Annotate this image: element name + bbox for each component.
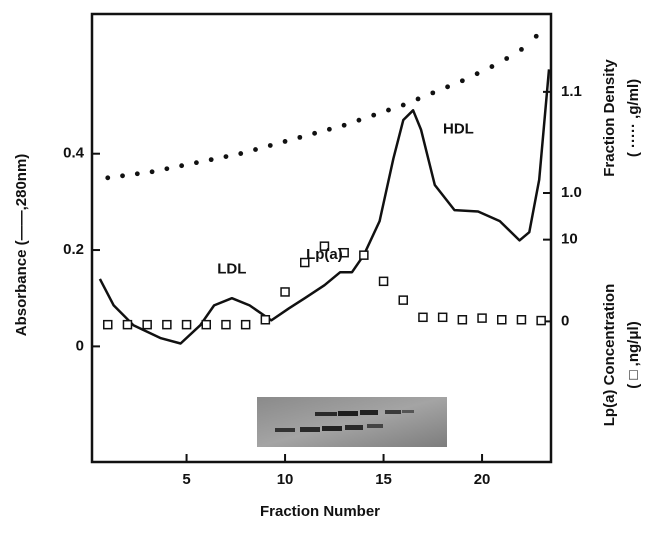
density-dot: [341, 122, 347, 128]
density-dot: [474, 71, 480, 77]
density-dot: [223, 154, 229, 159]
density-dot: [504, 56, 510, 61]
density-dot: [312, 130, 318, 136]
concentration-square: [260, 315, 271, 325]
density-dot: [297, 134, 303, 140]
plot-frame: [90, 12, 553, 464]
concentration-square: [378, 276, 389, 287]
gel-inset: [257, 397, 447, 447]
density-dot: [164, 166, 170, 172]
peak-annotation: LDL: [217, 260, 246, 277]
peak-annotation: Lp(a): [306, 246, 343, 263]
density-dot: [267, 143, 273, 148]
density-dot: [134, 171, 140, 177]
concentration-square: [497, 315, 507, 325]
concentration-square: [418, 312, 428, 323]
concentration-square: [516, 315, 527, 325]
y2-axis-label: Fraction Density: [601, 59, 618, 177]
x-tick-label: 5: [182, 471, 190, 488]
concentration-square: [240, 319, 251, 330]
density-dot: [400, 102, 406, 108]
concentration-square: [398, 295, 409, 305]
density-dot: [179, 163, 185, 169]
y2-tick-label: 1.1: [561, 83, 582, 100]
density-dot: [459, 78, 465, 84]
concentration-square: [201, 319, 212, 330]
concentration-square: [319, 241, 330, 251]
x-tick-label: 15: [375, 471, 392, 488]
y3-tick-label: 10: [561, 231, 578, 248]
density-dot: [519, 46, 524, 52]
concentration-square: [142, 319, 152, 330]
density-dot: [149, 169, 155, 175]
density-dot: [253, 147, 258, 152]
absorbance-line: [98, 69, 551, 345]
density-dot: [194, 160, 199, 166]
density-dot: [430, 90, 436, 96]
concentration-square: [280, 287, 290, 297]
concentration-square: [457, 315, 468, 325]
concentration-square: [477, 313, 487, 323]
density-dot: [371, 112, 377, 118]
peak-annotation: HDL: [443, 121, 474, 138]
y2-axis-label: ( ····· ,g/ml): [625, 79, 642, 157]
concentration-square: [221, 319, 231, 330]
y3-tick-label: 0: [561, 312, 569, 329]
density-dot: [386, 107, 391, 113]
density-dot: [282, 139, 288, 144]
y3-axis-label: Lp(a) Concentration: [601, 284, 618, 427]
x-tick-label: 10: [277, 471, 294, 488]
concentration-square: [339, 247, 349, 258]
y-axis-label: Absorbance (——,280nm): [13, 154, 30, 337]
density-dot: [120, 173, 125, 179]
concentration-square: [181, 319, 192, 330]
y2-tick-label: 1.0: [561, 184, 582, 201]
density-dot: [533, 33, 539, 39]
y-tick-label: 0.2: [63, 241, 84, 258]
density-dot: [326, 126, 332, 132]
x-axis-label: Fraction Number: [260, 503, 380, 520]
x-tick-label: 20: [474, 471, 491, 488]
concentration-square: [300, 257, 310, 268]
concentration-square: [536, 315, 546, 326]
concentration-square: [437, 312, 448, 323]
concentration-square: [122, 319, 133, 330]
y3-axis-label: ( □ ,ng/μl): [625, 321, 642, 388]
concentration-square: [162, 319, 172, 330]
density-dot: [489, 64, 495, 69]
y-tick-label: 0: [76, 337, 84, 354]
density-dot: [356, 117, 362, 123]
density-dot: [105, 175, 111, 181]
density-dot: [208, 157, 214, 163]
y-tick-label: 0.4: [63, 145, 85, 162]
density-dot: [445, 84, 450, 90]
density-dot: [415, 96, 421, 102]
concentration-square: [103, 319, 113, 330]
concentration-square: [359, 250, 369, 260]
density-dot: [238, 151, 244, 156]
